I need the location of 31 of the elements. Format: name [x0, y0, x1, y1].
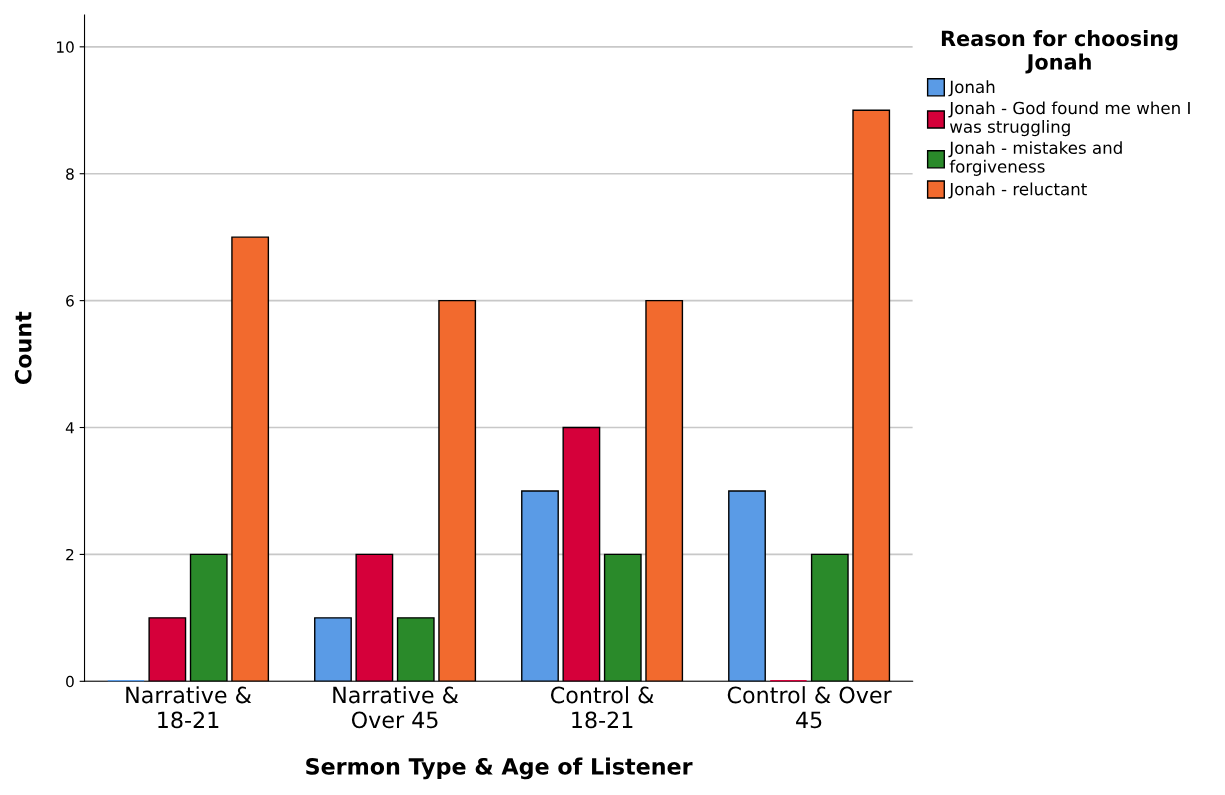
legend-label: Jonah - God found me when I was struggling [948, 101, 1190, 137]
x-axis-title: Sermon Type & Age of Listener [306, 757, 693, 780]
y-axis-title: Count [14, 311, 32, 385]
y-tick-label: 0 [66, 675, 74, 688]
y-tick-label: 6 [66, 295, 74, 307]
y-tick-label: 2 [66, 548, 74, 561]
legend-label: Jonah [948, 80, 995, 97]
bar [645, 299, 684, 682]
y-tick-label: 10 [57, 41, 74, 53]
y-tick-label: 8 [66, 168, 74, 180]
x-tick-label: Narrative & 18-21 [126, 686, 252, 729]
y-tick-label: 4 [65, 422, 74, 434]
bar [603, 553, 642, 682]
bar [189, 553, 228, 682]
bar [562, 426, 601, 682]
bar [355, 553, 394, 682]
bar [314, 617, 352, 682]
bar [852, 109, 891, 682]
bar [148, 617, 187, 682]
bar [396, 617, 435, 682]
x-tick-label: Control & Over 45 [727, 686, 892, 729]
x-tick-label: Control & 18-21 [550, 686, 654, 729]
bar [728, 490, 766, 682]
bar [438, 299, 477, 682]
x-tick-label: Narrative & Over 45 [333, 686, 459, 729]
legend-label: Jonah - reluctant [948, 182, 1087, 199]
bar [231, 236, 270, 682]
bar [810, 553, 849, 682]
legend-title: Reason for choosing Jonah [941, 30, 1178, 74]
legend-label: Jonah - mistakes and forgiveness [948, 141, 1122, 176]
bar [521, 490, 559, 682]
